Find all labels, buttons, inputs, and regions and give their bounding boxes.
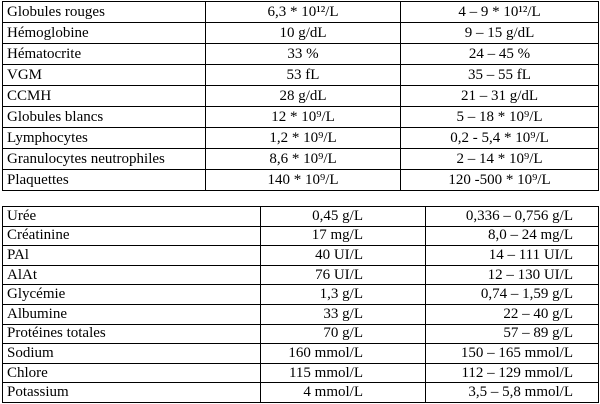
table-row: AlAt 76 UI/L 12 – 130 UI/L (2, 264, 599, 286)
parameter-cell: Potassium (2, 382, 261, 403)
value-cell: 70 g/L (260, 323, 426, 345)
parameter-cell: Hémoglobine (2, 22, 206, 44)
reference-range-cell: 0,336 – 0,756 g/L (425, 206, 599, 227)
table-row: Chlore 115 mmol/L 112 – 129 mmol/L (2, 362, 599, 384)
parameter-cell: Globules blancs (2, 106, 206, 128)
parameter-cell: Créatinine (2, 225, 261, 247)
parameter-cell: AlAt (2, 264, 261, 286)
table-row: Protéines totales 70 g/L 57 – 89 g/L (2, 323, 599, 345)
reference-range-cell: 12 – 130 UI/L (425, 264, 599, 286)
value-cell: 33 g/L (260, 303, 426, 325)
value-cell: 4 mmol/L (260, 382, 426, 403)
value-cell: 33 % (205, 43, 401, 65)
reference-range-cell: 35 – 55 fL (400, 64, 599, 86)
table-row: Créatinine 17 mg/L 8,0 – 24 mg/L (2, 225, 599, 247)
reference-range-cell: 120 -500 * 10⁹/L (400, 169, 599, 191)
value-cell: 140 * 10⁹/L (205, 169, 401, 191)
blood-count-table: Globules rouges 6,3 * 10¹²/L 4 – 9 * 10¹²/… (2, 1, 599, 191)
reference-range-cell: 4 – 9 * 10¹²/L (400, 1, 599, 23)
value-cell: 1,2 * 10⁹/L (205, 127, 401, 149)
parameter-cell: Urée (2, 206, 261, 227)
reference-range-cell: 0,2 - 5,4 * 10⁹/L (400, 127, 599, 149)
value-cell: 53 fL (205, 64, 401, 86)
value-cell: 40 UI/L (260, 245, 426, 266)
table-row: Glycémie 1,3 g/L 0,74 – 1,59 g/L (2, 284, 599, 305)
reference-range-cell: 9 – 15 g/dL (400, 22, 599, 44)
value-cell: 6,3 * 10¹²/L (205, 1, 401, 23)
parameter-cell: Protéines totales (2, 323, 261, 345)
reference-range-cell: 21 – 31 g/dL (400, 85, 599, 107)
value-cell: 12 * 10⁹/L (205, 106, 401, 128)
table-row: Lymphocytes 1,2 * 10⁹/L 0,2 - 5,4 * 10⁹/L (2, 127, 599, 149)
value-cell: 10 g/dL (205, 22, 401, 44)
value-cell: 115 mmol/L (260, 362, 426, 384)
reference-range-cell: 5 – 18 * 10⁹/L (400, 106, 599, 128)
parameter-cell: Sodium (2, 343, 261, 364)
reference-range-cell: 2 – 14 * 10⁹/L (400, 148, 599, 170)
value-cell: 1,3 g/L (260, 284, 426, 305)
table-row: Albumine 33 g/L 22 – 40 g/L (2, 303, 599, 325)
parameter-cell: Glycémie (2, 284, 261, 305)
reference-range-cell: 22 – 40 g/L (425, 303, 599, 325)
value-cell: 8,6 * 10⁹/L (205, 148, 401, 170)
reference-range-cell: 0,74 – 1,59 g/L (425, 284, 599, 305)
parameter-cell: Granulocytes neutrophiles (2, 148, 206, 170)
table-row: Granulocytes neutrophiles 8,6 * 10⁹/L 2 – … (2, 148, 599, 170)
reference-range-cell: 112 – 129 mmol/L (425, 362, 599, 384)
parameter-cell: Globules rouges (2, 1, 206, 23)
table-row: Potassium 4 mmol/L 3,5 – 5,8 mmol/L (2, 382, 599, 403)
table-row: PAl 40 UI/L 14 – 111 UI/L (2, 245, 599, 266)
parameter-cell: Lymphocytes (2, 127, 206, 149)
table-row: Sodium 160 mmol/L 150 – 165 mmol/L (2, 343, 599, 364)
table-row: Hémoglobine 10 g/dL 9 – 15 g/dL (2, 22, 599, 44)
table-row: CCMH 28 g/dL 21 – 31 g/dL (2, 85, 599, 107)
value-cell: 160 mmol/L (260, 343, 426, 364)
parameter-cell: Plaquettes (2, 169, 206, 191)
reference-range-cell: 57 – 89 g/L (425, 323, 599, 345)
reference-range-cell: 24 – 45 % (400, 43, 599, 65)
table-row: Plaquettes 140 * 10⁹/L 120 -500 * 10⁹/L (2, 169, 599, 191)
reference-range-cell: 150 – 165 mmol/L (425, 343, 599, 364)
parameter-cell: CCMH (2, 85, 206, 107)
parameter-cell: Hématocrite (2, 43, 206, 65)
value-cell: 17 mg/L (260, 225, 426, 247)
table-row: Urée 0,45 g/L 0,336 – 0,756 g/L (2, 206, 599, 227)
parameter-cell: VGM (2, 64, 206, 86)
reference-range-cell: 8,0 – 24 mg/L (425, 225, 599, 247)
value-cell: 28 g/dL (205, 85, 401, 107)
parameter-cell: Albumine (2, 303, 261, 325)
biochemistry-table: Urée 0,45 g/L 0,336 – 0,756 g/L Créatinine 1… (2, 206, 599, 403)
reference-range-cell: 14 – 111 UI/L (425, 245, 599, 266)
table-row: Globules rouges 6,3 * 10¹²/L 4 – 9 * 10¹²/… (2, 1, 599, 23)
value-cell: 76 UI/L (260, 264, 426, 286)
parameter-cell: PAl (2, 245, 261, 266)
value-cell: 0,45 g/L (260, 206, 426, 227)
table-row: Globules blancs 12 * 10⁹/L 5 – 18 * 10⁹/L (2, 106, 599, 128)
parameter-cell: Chlore (2, 362, 261, 384)
table-row: Hématocrite 33 % 24 – 45 % (2, 43, 599, 65)
table-row: VGM 53 fL 35 – 55 fL (2, 64, 599, 86)
reference-range-cell: 3,5 – 5,8 mmol/L (425, 382, 599, 403)
